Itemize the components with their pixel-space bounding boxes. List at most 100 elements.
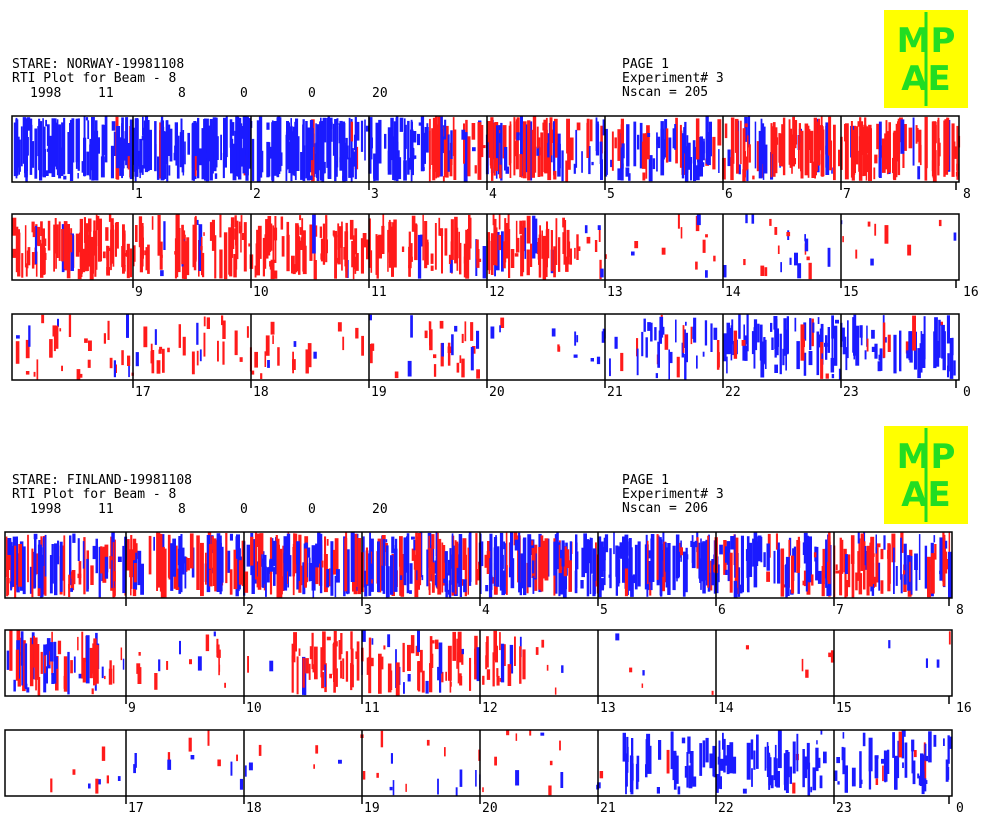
echo-streak (734, 537, 739, 595)
echo-streak (186, 237, 190, 276)
echo-streak (878, 121, 882, 178)
echo-streak (370, 538, 374, 592)
echo-streak (893, 547, 895, 594)
echo-streak (722, 732, 724, 750)
echo-streak (368, 117, 372, 174)
echo-streak (49, 642, 54, 662)
echo-streak (457, 652, 460, 684)
echo-streak (879, 348, 883, 371)
echo-streak (493, 547, 496, 587)
echo-streak (438, 642, 443, 674)
echo-streak (549, 117, 553, 156)
echo-streak (496, 675, 500, 686)
echo-streak (755, 541, 759, 566)
echo-streak (437, 778, 439, 795)
echo-streak (68, 314, 72, 337)
echo-streak (742, 128, 746, 176)
echo-streak (217, 340, 219, 362)
echo-streak (903, 570, 906, 575)
echo-streak (743, 156, 748, 171)
echo-streak (122, 224, 125, 274)
echo-streak (597, 225, 601, 230)
echo-streak (513, 117, 516, 176)
echo-streak (399, 546, 401, 596)
echo-streak (218, 664, 221, 672)
echo-streak (195, 219, 199, 225)
echo-streak (517, 237, 520, 253)
echo-streak (797, 263, 802, 279)
echo-streak (500, 317, 505, 328)
echo-streak (450, 219, 454, 260)
echo-streak (864, 546, 867, 566)
echo-streak (24, 169, 28, 175)
echo-streak (81, 631, 84, 679)
echo-streak (570, 137, 574, 161)
echo-streak (220, 134, 222, 161)
echo-streak (410, 315, 413, 338)
echo-streak (830, 357, 835, 373)
hour-label: 16 (963, 285, 979, 300)
echo-streak (639, 122, 643, 169)
echo-streak (162, 348, 165, 373)
echo-streak (392, 222, 395, 257)
echo-streak (112, 665, 115, 684)
echo-streak (18, 544, 22, 587)
echo-streak (538, 234, 542, 278)
echo-streak (903, 543, 907, 585)
echo-streak (211, 219, 215, 251)
echo-streak (935, 340, 940, 367)
echo-streak (782, 117, 786, 176)
echo-streak (815, 546, 819, 581)
echo-streak (627, 538, 629, 591)
echo-streak (677, 214, 680, 229)
echo-streak (55, 656, 58, 669)
echo-streak (448, 580, 452, 598)
echo-streak (870, 536, 872, 585)
echo-streak (234, 330, 238, 356)
echo-streak (355, 651, 358, 659)
echo-streak (207, 730, 210, 746)
echo-streak (166, 661, 169, 670)
echo-streak (234, 215, 237, 228)
hour-label: 9 (128, 701, 136, 716)
echo-streak (448, 559, 451, 576)
echo-streak (480, 125, 484, 158)
echo-streak (454, 541, 459, 568)
echo-streak (198, 224, 203, 271)
echo-streak (182, 336, 186, 356)
echo-streak (702, 239, 706, 253)
echo-streak (641, 683, 644, 688)
echo-streak (230, 217, 235, 249)
echo-streak (105, 227, 109, 241)
echo-streak (773, 550, 776, 584)
echo-streak (456, 638, 458, 669)
echo-streak (637, 541, 641, 587)
echo-streak (645, 534, 648, 570)
echo-streak (519, 154, 523, 178)
echo-streak (833, 124, 836, 181)
echo-streak (820, 730, 823, 735)
echo-streak (356, 641, 360, 681)
echo-streak (903, 730, 906, 737)
echo-streak (269, 244, 272, 252)
echo-streak (742, 169, 746, 182)
echo-streak (458, 645, 462, 662)
echo-streak (13, 122, 17, 177)
echo-streak (712, 745, 717, 777)
echo-streak (493, 218, 497, 266)
echo-streak (558, 544, 560, 565)
echo-streak (581, 547, 585, 578)
echo-streak (408, 231, 411, 277)
echo-streak (845, 347, 848, 371)
echo-streak (565, 160, 569, 182)
echo-streak (378, 119, 382, 164)
echo-streak (900, 532, 904, 553)
echo-streak (630, 756, 634, 795)
echo-streak (82, 657, 86, 683)
echo-streak (378, 653, 382, 694)
echo-streak (229, 533, 233, 541)
echo-streak (394, 538, 398, 584)
hour-label: 14 (718, 701, 734, 716)
echo-streak (866, 325, 868, 347)
echo-streak (407, 120, 410, 175)
